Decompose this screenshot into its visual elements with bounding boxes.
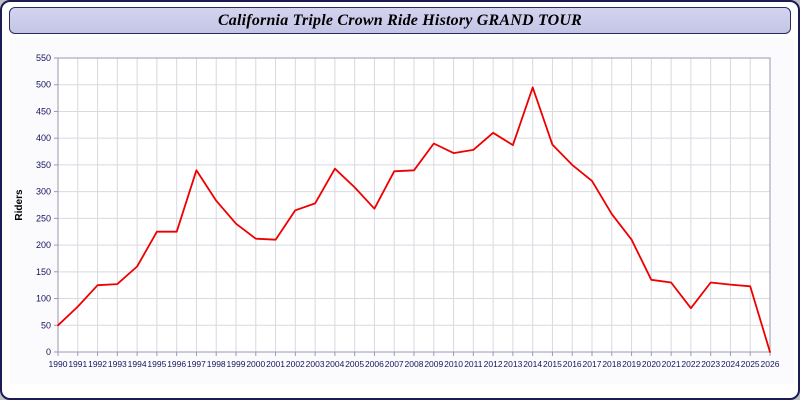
- x-tick-label: 1990: [49, 359, 68, 369]
- x-tick-label: 1993: [108, 359, 127, 369]
- x-tick-label: 1992: [88, 359, 107, 369]
- x-tick-label: 2023: [701, 359, 720, 369]
- x-tick-label: 2011: [464, 359, 483, 369]
- x-tick-label: 2016: [563, 359, 582, 369]
- x-tick-label: 2008: [405, 359, 424, 369]
- x-tick-label: 2009: [424, 359, 443, 369]
- chart-title: California Triple Crown Ride History GRA…: [217, 11, 583, 29]
- chart-panel: 0 50 100 150 200 250 300 350 400 450 500 550 1990 199…: [10, 38, 794, 389]
- x-tick-label: 2020: [642, 359, 661, 369]
- title-bar: California Triple Crown Ride History GRA…: [9, 7, 791, 34]
- x-tick-label: 2022: [681, 359, 700, 369]
- x-tick-label: 2001: [266, 359, 285, 369]
- x-tick-label: 2005: [345, 359, 364, 369]
- x-tick-label: 2004: [325, 359, 344, 369]
- x-tick-label: 2025: [741, 359, 760, 369]
- x-tick-label: 1996: [167, 359, 186, 369]
- x-tick-label: 2013: [503, 359, 522, 369]
- y-tick-label: 50: [41, 320, 51, 330]
- x-tick-label: 2006: [365, 359, 384, 369]
- x-tick-label: 2012: [484, 359, 503, 369]
- x-tick-label: 2026: [761, 359, 780, 369]
- x-tick-label: 2007: [385, 359, 404, 369]
- x-tick-label: 1999: [227, 359, 246, 369]
- x-tick-label: 2014: [523, 359, 542, 369]
- y-tick-label: 400: [36, 133, 51, 143]
- y-tick-label: 550: [36, 53, 51, 63]
- y-tick-label: 0: [46, 347, 51, 357]
- x-tick-label: 2003: [306, 359, 325, 369]
- x-tick-label: 2000: [246, 359, 265, 369]
- x-tick-label: 2002: [286, 359, 305, 369]
- riders-series-line: [57, 86, 771, 353]
- x-tick-label: 2015: [543, 359, 562, 369]
- y-tick-label: 300: [36, 187, 51, 197]
- y-tick-label: 200: [36, 240, 51, 250]
- y-tick-label: 500: [36, 80, 51, 90]
- y-tick-label: 450: [36, 106, 51, 116]
- x-tick-label: 2018: [602, 359, 621, 369]
- y-tick-label: 150: [36, 267, 51, 277]
- x-tick-label: 2017: [583, 359, 602, 369]
- y-axis-label: Riders: [14, 189, 25, 221]
- x-tick-label: 1991: [68, 359, 87, 369]
- y-tick-label: 100: [36, 294, 51, 304]
- x-tick-label: 1994: [128, 359, 147, 369]
- y-tick-label: 250: [36, 213, 51, 223]
- x-tick-label: 2010: [444, 359, 463, 369]
- x-tick-label: 1995: [147, 359, 166, 369]
- x-tick-label: 1998: [207, 359, 226, 369]
- x-tick-label: 1997: [187, 359, 206, 369]
- y-tick-label: 350: [36, 160, 51, 170]
- x-tick-label: 2019: [622, 359, 641, 369]
- x-tick-label: 2024: [721, 359, 740, 369]
- x-tick-label: 2021: [662, 359, 681, 369]
